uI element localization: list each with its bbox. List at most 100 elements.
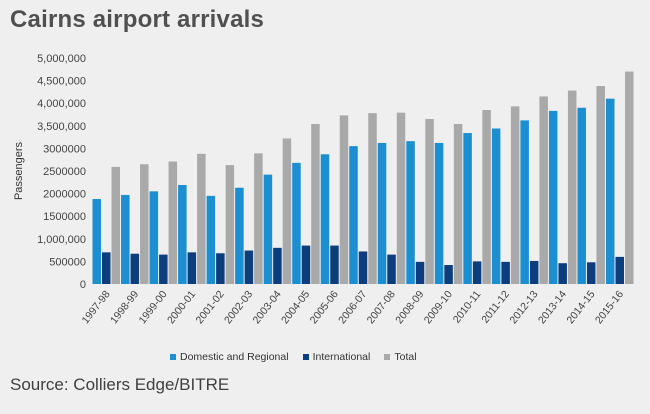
bar-international xyxy=(159,254,168,284)
bar-international xyxy=(244,250,254,284)
source-note: Source: Colliers Edge/BITRE xyxy=(10,375,230,394)
legend-label-domestic: Domestic and Regional xyxy=(180,351,289,363)
x-tick-label: 2004-05 xyxy=(279,288,312,326)
bar-total xyxy=(453,123,463,285)
legend-label-international: International xyxy=(312,351,371,363)
y-tick-label: 1500000 xyxy=(43,211,86,223)
bar-domestic xyxy=(235,187,244,284)
bar-total xyxy=(311,123,320,285)
bar-domestic xyxy=(178,185,187,284)
x-tick-label: 2007-08 xyxy=(365,288,398,326)
legend: Domestic and Regional International Tota… xyxy=(170,351,417,363)
bar-total xyxy=(111,166,121,284)
bar-international xyxy=(301,245,311,284)
bar-international xyxy=(472,261,482,284)
bar-domestic xyxy=(377,142,387,284)
bar-total xyxy=(624,71,634,284)
y-tick-label: 3,500,000 xyxy=(37,121,86,133)
bar-domestic xyxy=(263,174,273,284)
bar-international xyxy=(130,253,140,284)
bar-total xyxy=(225,165,235,284)
x-tick-label: 2011-12 xyxy=(479,288,512,325)
bar-domestic xyxy=(605,98,615,285)
y-tick-label: 1,000,000 xyxy=(37,234,86,246)
y-tick-label: 0 xyxy=(80,279,86,291)
x-tick-label: 2001-02 xyxy=(194,288,227,326)
bar-total xyxy=(282,138,292,284)
x-tick-label: 2003-04 xyxy=(251,288,284,326)
bar-domestic xyxy=(349,146,358,284)
bar-total xyxy=(168,161,178,284)
x-tick-label: 2012-13 xyxy=(507,288,540,326)
bar-domestic xyxy=(434,142,444,284)
bar-total xyxy=(539,96,548,284)
bar-domestic xyxy=(491,128,501,284)
bar-international xyxy=(529,260,539,284)
bar-total xyxy=(567,90,577,284)
bar-domestic xyxy=(149,191,159,284)
bar-total xyxy=(140,164,149,284)
bar-international xyxy=(387,254,396,284)
bar-total xyxy=(368,113,377,284)
x-tick-label: 2000-01 xyxy=(165,288,198,326)
bar-total xyxy=(425,119,434,285)
x-tick-label: 2010-11 xyxy=(451,288,484,325)
bar-total xyxy=(396,112,406,284)
y-tick-label: 3000000 xyxy=(43,143,86,155)
legend-swatch-total xyxy=(384,354,391,360)
bar-total xyxy=(510,106,520,284)
bar-domestic xyxy=(577,107,586,284)
legend-label-total: Total xyxy=(394,351,417,363)
x-tick-label: 1999-00 xyxy=(136,288,169,326)
x-tick-label: 2006-07 xyxy=(336,288,369,326)
y-tick-label: 2500000 xyxy=(43,166,86,178)
bar-international xyxy=(586,262,596,284)
bar-domestic xyxy=(520,120,529,284)
bar-international xyxy=(501,261,510,284)
legend-item-international: International xyxy=(302,351,371,363)
x-tick-label: 2013-14 xyxy=(536,288,569,326)
page-title: Cairns airport arrivals xyxy=(10,6,265,33)
bar-total xyxy=(596,86,605,285)
bar-international xyxy=(273,247,282,284)
bar-domestic xyxy=(548,110,558,284)
bar-domestic xyxy=(92,199,102,284)
y-tick-label: 500000 xyxy=(49,256,86,268)
bar-domestic xyxy=(406,141,415,284)
bar-total xyxy=(197,153,206,284)
bar-international xyxy=(216,253,225,284)
x-tick-label: 2008-09 xyxy=(393,288,426,326)
bar-international xyxy=(615,256,624,284)
x-tick-label: 2005-06 xyxy=(308,288,341,326)
bar-international xyxy=(444,265,453,284)
bar-domestic xyxy=(463,133,472,284)
legend-swatch-domestic xyxy=(170,354,176,360)
y-tick-label: 5,000,000 xyxy=(37,53,86,65)
bar-international xyxy=(415,261,425,284)
bar-international xyxy=(558,263,567,284)
bar-domestic xyxy=(121,194,130,284)
bar-international xyxy=(330,245,339,284)
y-tick-label: 4,000,000 xyxy=(37,98,86,110)
bar-international xyxy=(102,252,111,284)
legend-item-total: Total xyxy=(384,351,417,363)
bar-international xyxy=(187,252,197,284)
x-tick-label: 2014-15 xyxy=(564,288,597,326)
legend-item-domestic: Domestic and Regional xyxy=(170,351,289,363)
x-tick-label: 2015-16 xyxy=(593,288,626,326)
bar-domestic xyxy=(206,195,216,284)
bar-total xyxy=(482,109,491,284)
legend-swatch-international xyxy=(302,354,309,360)
x-tick-label: 2009-10 xyxy=(422,288,455,326)
x-tick-label: 2002-03 xyxy=(222,288,255,326)
bar-domestic xyxy=(320,154,330,284)
bar-total xyxy=(339,115,349,285)
bar-total xyxy=(254,153,263,284)
x-tick-label: 1997-98 xyxy=(79,288,112,326)
bar-international xyxy=(358,251,368,284)
y-axis-label: Passengers xyxy=(13,141,25,200)
bar-domestic xyxy=(292,162,301,284)
y-tick-label: 2000000 xyxy=(43,189,86,201)
